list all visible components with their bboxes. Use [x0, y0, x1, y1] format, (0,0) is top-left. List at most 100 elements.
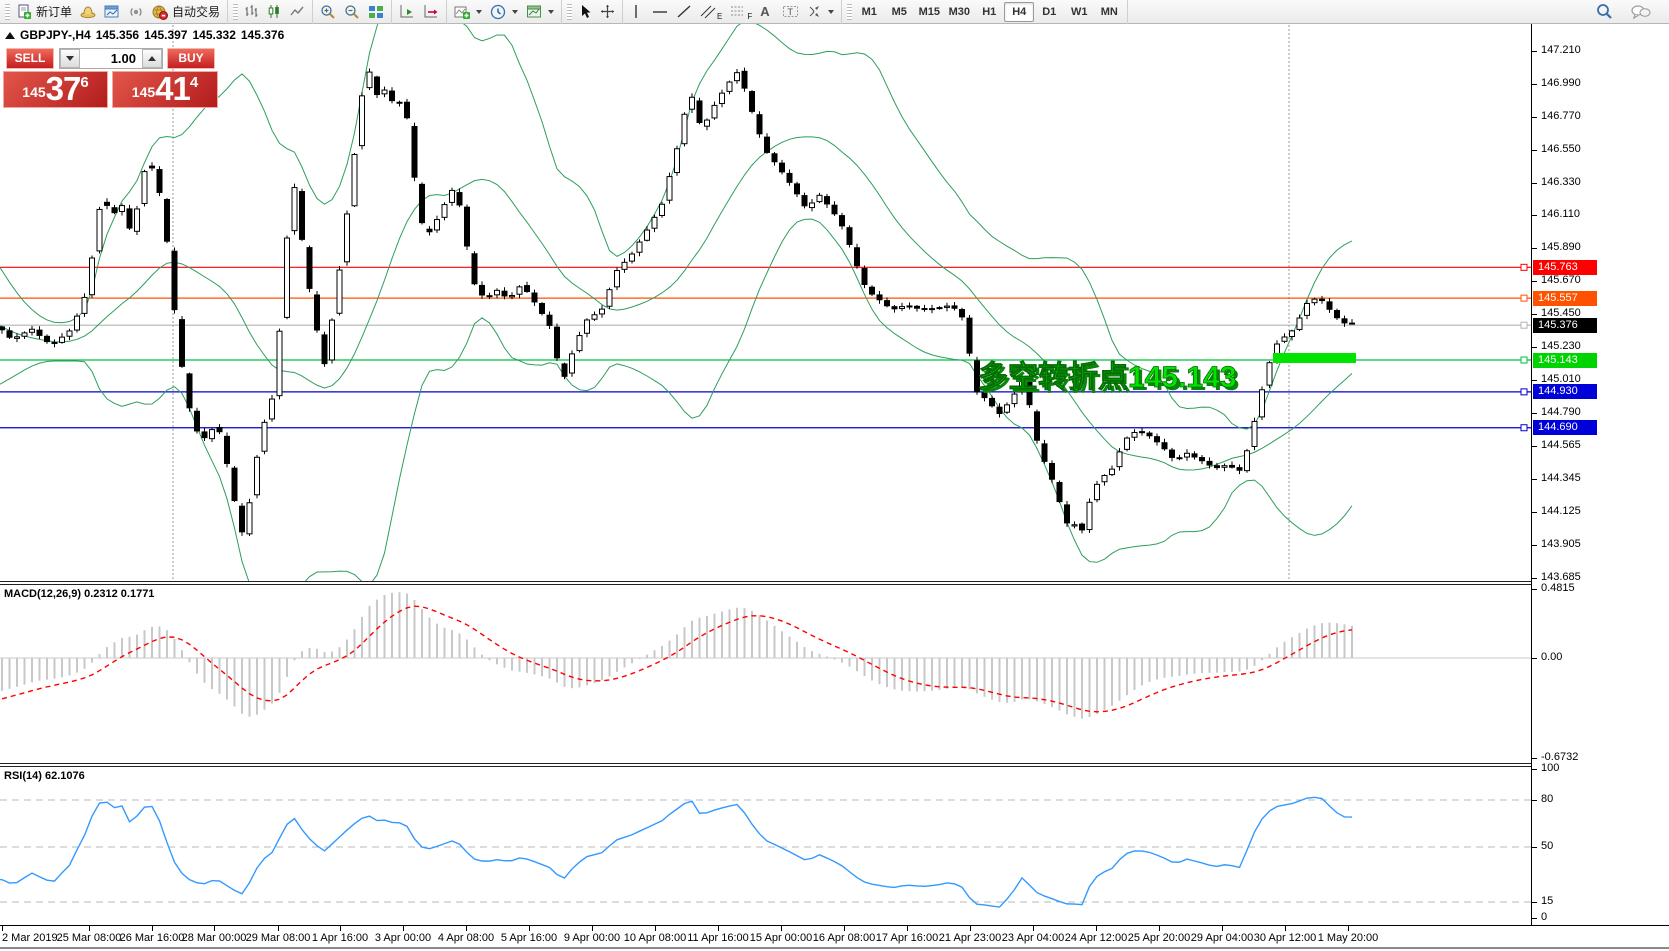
chart-shift-icon — [424, 5, 438, 18]
chart-window-icon — [104, 5, 119, 17]
volume-decrease-button[interactable] — [60, 49, 80, 68]
expert-advisors-button[interactable] — [76, 2, 100, 22]
time-label: 15 Apr 00:00 — [749, 932, 813, 944]
rsi-indicator-pane[interactable] — [0, 767, 1531, 925]
rsi-axis-label: 0 — [1541, 911, 1548, 923]
sell-price-display[interactable]: 145 37 6 — [3, 71, 108, 108]
volume-increase-button[interactable] — [142, 49, 162, 68]
time-label: 25 Mar 08:00 — [56, 932, 122, 944]
level-price-label: 144.690 — [1533, 420, 1597, 436]
timeframe-H1[interactable]: H1 — [974, 2, 1004, 22]
arrows-tool-button[interactable] — [803, 2, 838, 22]
zoom-in-button[interactable] — [316, 2, 340, 22]
buy-price-big: 41 — [155, 70, 191, 107]
fibonacci-icon — [731, 6, 744, 16]
timeframe-M15[interactable]: M15 — [914, 2, 944, 22]
text-label-tool-button[interactable]: T — [778, 2, 803, 22]
buy-button[interactable]: BUY — [167, 48, 215, 69]
horizontal-line-icon — [653, 11, 668, 13]
rsi-axis-label: 15 — [1541, 895, 1554, 907]
price-tick-label: 146.550 — [1541, 142, 1581, 155]
macd-axis-tick — [1532, 658, 1537, 659]
time-tick — [1096, 926, 1097, 931]
time-label: 29 Mar 08:00 — [245, 932, 311, 944]
time-label: 10 Apr 08:00 — [623, 932, 687, 944]
timeframe-MN[interactable]: MN — [1094, 2, 1124, 22]
timeframe-D1[interactable]: D1 — [1034, 2, 1064, 22]
new-order-button[interactable]: 新订单 — [12, 2, 76, 22]
time-tick — [89, 926, 90, 931]
current-price-label: 145.376 — [1533, 317, 1597, 333]
time-tick — [1222, 926, 1223, 931]
macd-axis-tick — [1532, 758, 1537, 759]
time-label: 1 May 20:00 — [1317, 932, 1379, 944]
time-label: 16 Apr 08:00 — [812, 932, 876, 944]
bar-chart-button[interactable] — [240, 2, 263, 22]
crosshair-tool-button[interactable] — [596, 2, 619, 22]
timeframe-group: M1 M5 M15 M30 H1 H4 D1 W1 MN — [842, 0, 1129, 24]
timeframe-M1[interactable]: M1 — [854, 2, 884, 22]
rsi-axis-tick — [1532, 918, 1537, 919]
time-label: 26 Mar 16:00 — [119, 932, 185, 944]
chart-shift-button[interactable] — [419, 2, 443, 22]
price-tick-label: 144.345 — [1541, 472, 1581, 485]
time-tick — [340, 926, 341, 931]
vertical-line-tool-button[interactable] — [626, 2, 648, 22]
pane-splitter[interactable] — [0, 581, 1531, 585]
signals-button[interactable] — [124, 2, 148, 22]
search-icon — [1597, 4, 1612, 19]
horizontal-line-tool-button[interactable] — [648, 2, 672, 22]
svg-text:T: T — [788, 7, 794, 17]
time-tick — [1285, 926, 1286, 931]
buy-price-display[interactable]: 145 41 4 — [112, 71, 218, 108]
text-tool-button[interactable]: A — [756, 2, 778, 22]
timeframe-H4[interactable]: H4 — [1004, 1, 1035, 22]
time-label: 28 Mar 00:00 — [181, 932, 247, 944]
chevron-down-icon — [512, 9, 519, 14]
time-tick — [907, 926, 908, 931]
chevron-down-icon — [66, 56, 74, 61]
rsi-axis-tick — [1532, 769, 1537, 770]
equidistant-channel-tool-button[interactable]: E — [696, 2, 726, 22]
macd-indicator-pane[interactable] — [0, 585, 1531, 763]
price-tick — [1532, 182, 1537, 184]
price-tick-label: 143.685 — [1541, 571, 1581, 583]
level-price-label: 145.763 — [1533, 259, 1597, 275]
cursor-tool-button[interactable] — [574, 2, 596, 22]
price-tick-label: 144.125 — [1541, 505, 1581, 518]
charts-window-button[interactable] — [100, 2, 124, 22]
zoom-out-button[interactable] — [340, 2, 364, 22]
chevron-down-icon — [828, 9, 835, 14]
toolbar: 新订单 — [0, 0, 1669, 24]
timeframe-W1[interactable]: W1 — [1064, 2, 1094, 22]
price-tick-label: 145.010 — [1541, 372, 1581, 385]
time-label: 24 Apr 12:00 — [1064, 932, 1128, 944]
price-tick — [1532, 379, 1537, 381]
level-price-label: 145.143 — [1533, 352, 1597, 368]
line-chart-button[interactable] — [286, 2, 309, 22]
timeframe-M5[interactable]: M5 — [884, 2, 914, 22]
buy-price-sup: 4 — [189, 74, 199, 91]
chat-button[interactable] — [1627, 2, 1655, 22]
price-axis[interactable]: 147.210 146.990 146.770 146.550 146.330 146.1… — [1532, 24, 1669, 925]
periods-button[interactable] — [486, 2, 522, 22]
toolbar-grip — [233, 3, 239, 20]
auto-trading-button[interactable]: 自动交易 — [148, 2, 224, 22]
sell-button[interactable]: SELL — [6, 48, 54, 69]
templates-button[interactable] — [522, 2, 558, 22]
time-tick — [844, 926, 845, 931]
indicators-button[interactable] — [450, 2, 486, 22]
trendline-tool-button[interactable] — [672, 2, 696, 22]
volume-input[interactable]: 1.00 — [110, 51, 136, 66]
timeframe-M30[interactable]: M30 — [944, 2, 974, 22]
search-button[interactable] — [1592, 2, 1617, 22]
fibonacci-tool-button[interactable]: F — [726, 2, 756, 22]
pane-splitter[interactable] — [0, 763, 1531, 767]
time-axis[interactable]: 2 Mar 2019 25 Mar 08:00 26 Mar 16:00 28 Mar… — [0, 925, 1669, 947]
candlestick-chart-button[interactable] — [263, 2, 286, 22]
auto-scroll-button[interactable] — [395, 2, 419, 22]
price-tick — [1532, 248, 1537, 250]
tile-windows-button[interactable] — [364, 2, 388, 22]
